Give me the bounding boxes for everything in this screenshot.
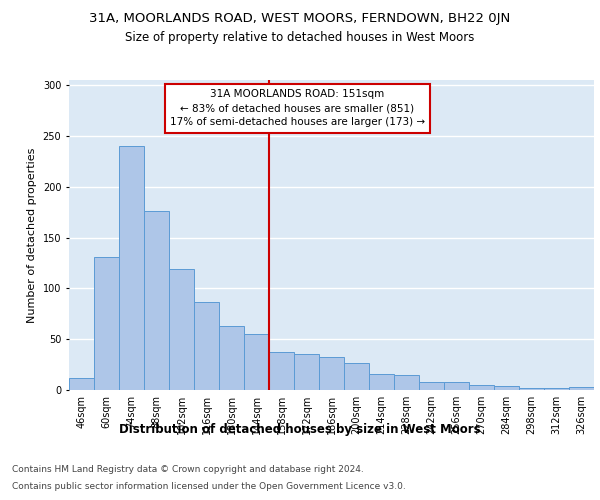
Bar [219, 326, 244, 390]
Bar [369, 374, 394, 390]
Bar [394, 375, 419, 390]
Bar [319, 358, 344, 390]
Bar [294, 354, 319, 390]
Bar [269, 352, 294, 390]
Y-axis label: Number of detached properties: Number of detached properties [27, 148, 37, 322]
Bar [194, 302, 219, 390]
Text: Contains HM Land Registry data © Crown copyright and database right 2024.: Contains HM Land Registry data © Crown c… [12, 465, 364, 474]
Bar [69, 378, 94, 390]
Text: Contains public sector information licensed under the Open Government Licence v3: Contains public sector information licen… [12, 482, 406, 491]
Text: 31A MOORLANDS ROAD: 151sqm
← 83% of detached houses are smaller (851)
17% of sem: 31A MOORLANDS ROAD: 151sqm ← 83% of deta… [170, 90, 425, 128]
Bar [469, 385, 494, 390]
Bar [119, 146, 144, 390]
Text: Size of property relative to detached houses in West Moors: Size of property relative to detached ho… [125, 31, 475, 44]
Bar [544, 388, 569, 390]
Bar [344, 362, 369, 390]
Bar [144, 211, 169, 390]
Bar [94, 257, 119, 390]
Text: 31A, MOORLANDS ROAD, WEST MOORS, FERNDOWN, BH22 0JN: 31A, MOORLANDS ROAD, WEST MOORS, FERNDOW… [89, 12, 511, 25]
Bar [519, 388, 544, 390]
Bar [494, 386, 519, 390]
Bar [419, 382, 444, 390]
Bar [169, 269, 194, 390]
Bar [244, 334, 269, 390]
Bar [444, 382, 469, 390]
Bar [569, 387, 594, 390]
Text: Distribution of detached houses by size in West Moors: Distribution of detached houses by size … [119, 422, 481, 436]
